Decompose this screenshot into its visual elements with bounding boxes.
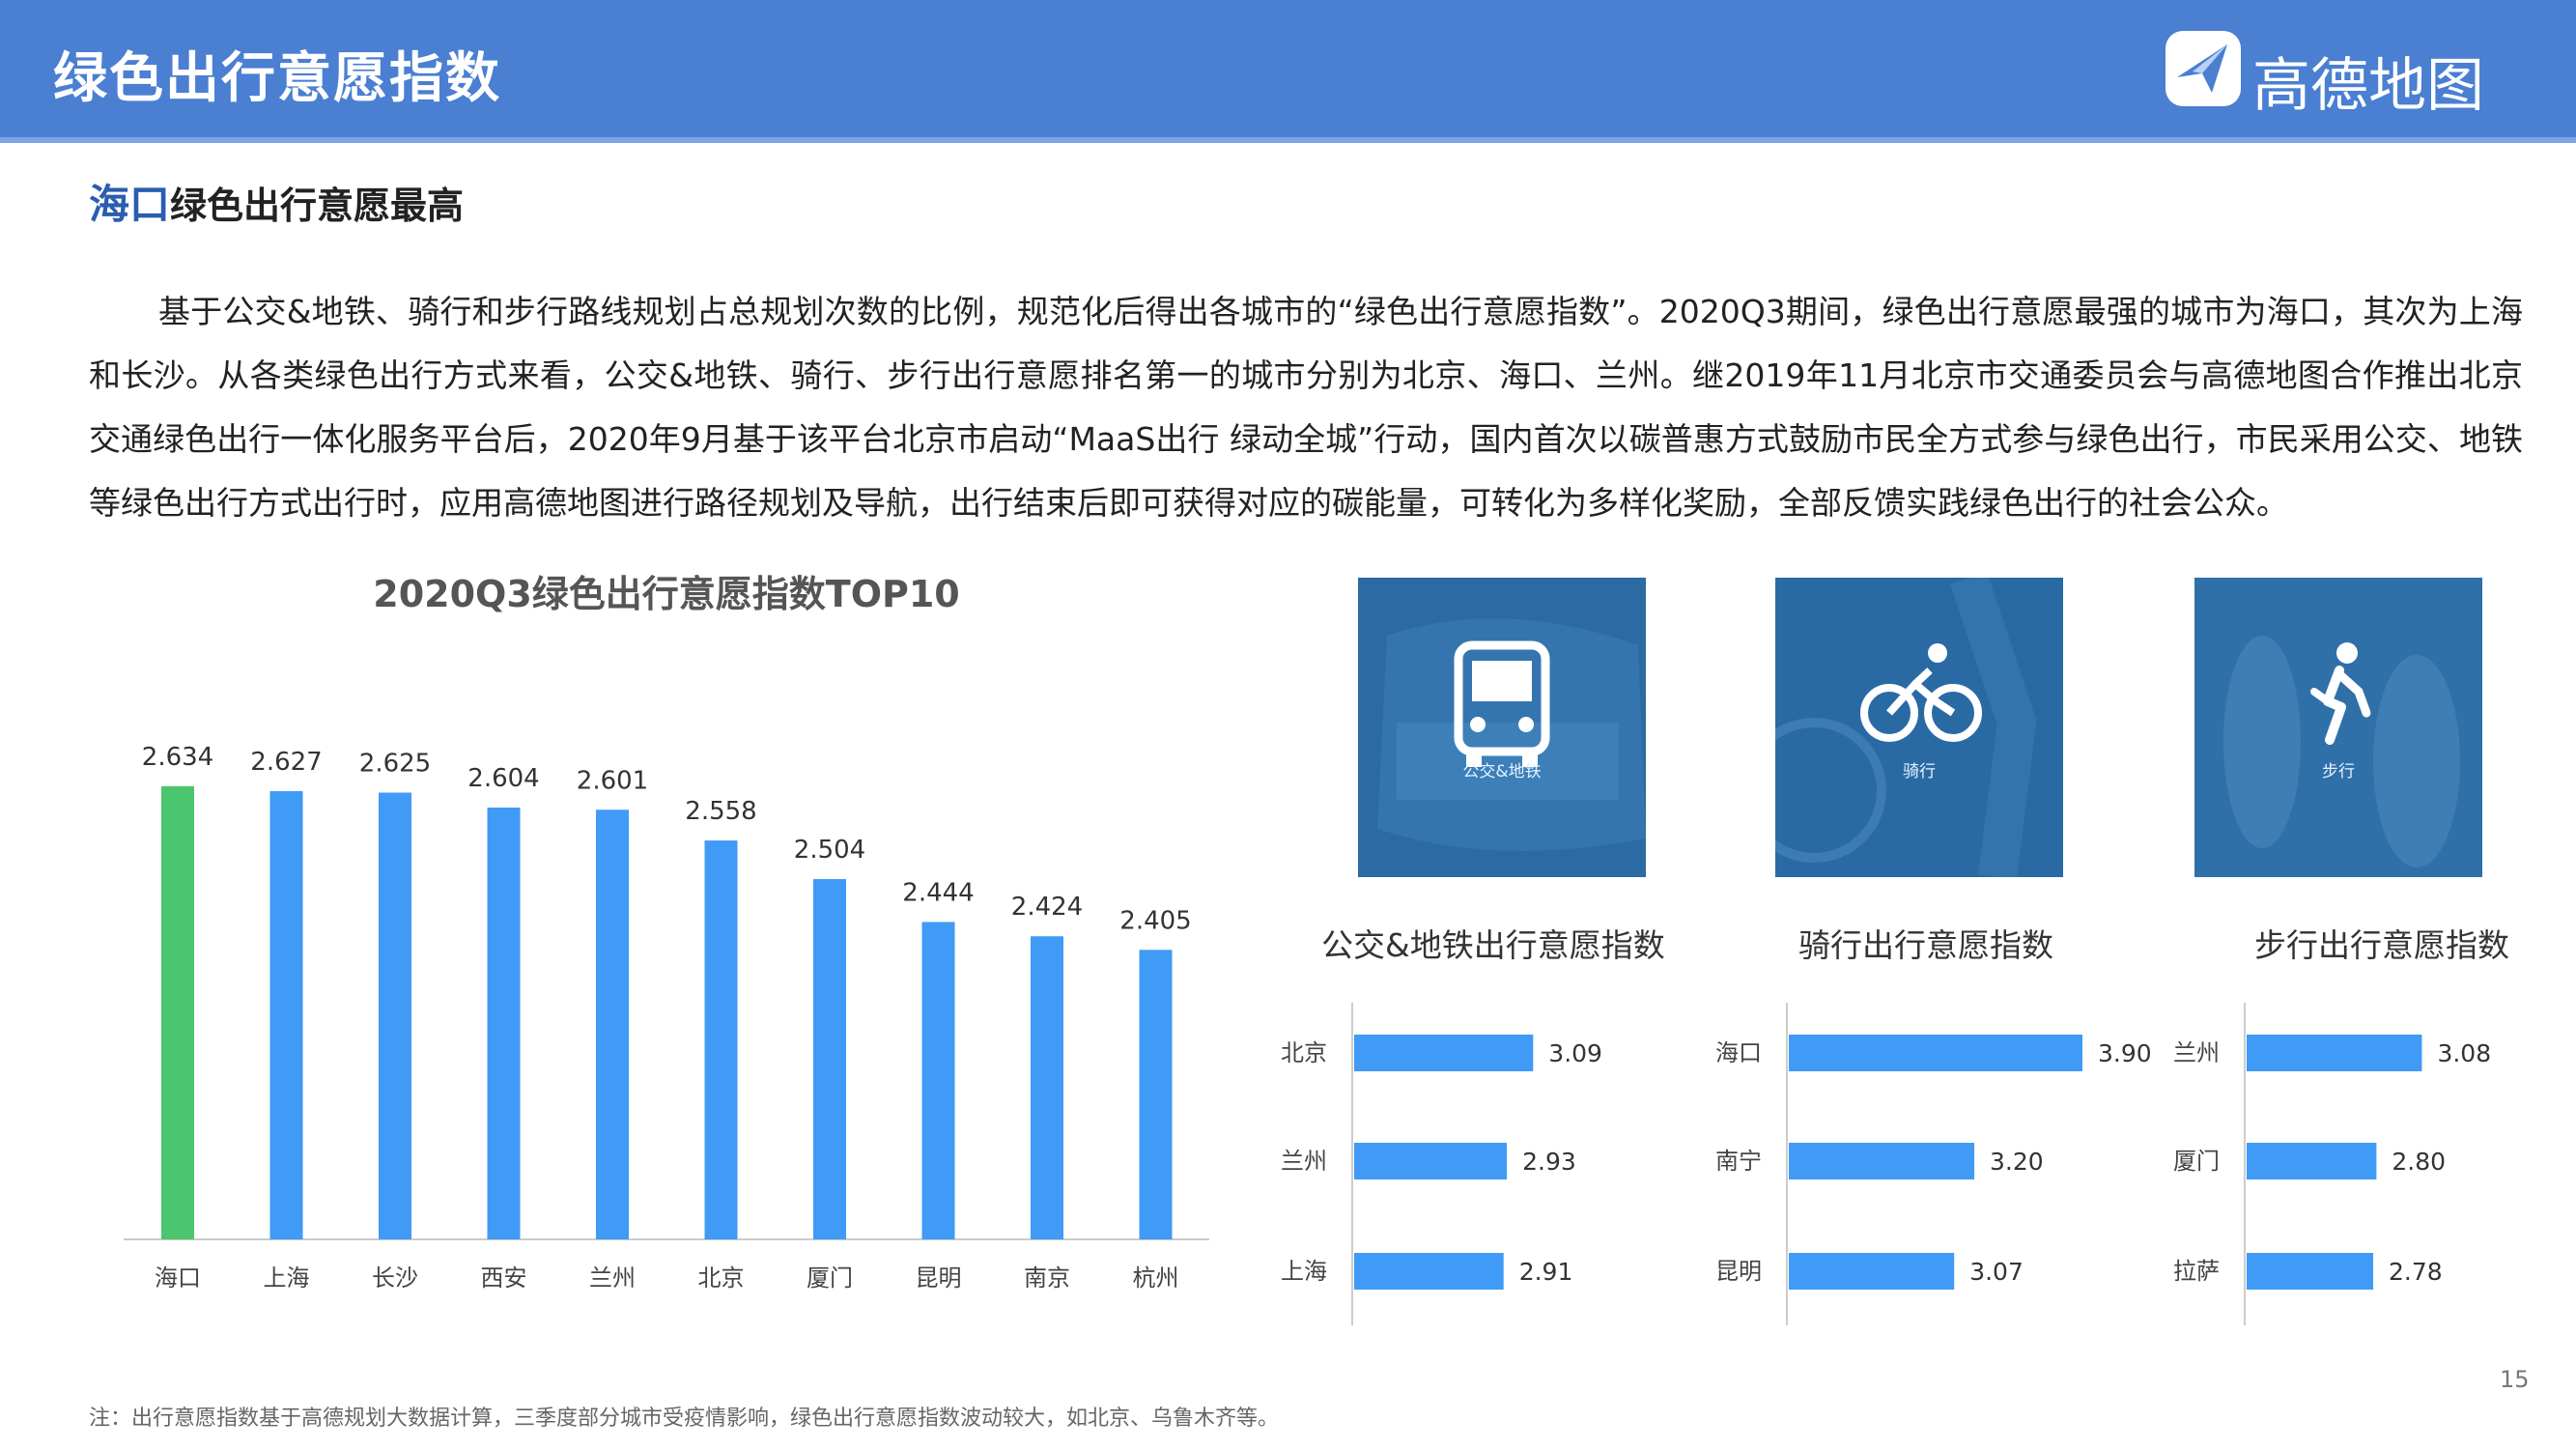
bar-value-label: 3.20 xyxy=(1990,1148,2044,1176)
bar xyxy=(921,922,955,1239)
x-tick-label: 杭州 xyxy=(1133,1264,1179,1292)
x-tick-label: 北京 xyxy=(698,1264,745,1292)
y-tick-label: 海口 xyxy=(1715,1039,1762,1066)
bus-icon xyxy=(1454,640,1550,767)
bar-value-label: 3.09 xyxy=(1548,1039,1602,1067)
body-paragraph: 基于公交&地铁、骑行和步行路线规划占总规划次数的比例，规范化后得出各城市的“绿色… xyxy=(89,293,2523,522)
subtitle-rest: 绿色出行意愿最高 xyxy=(170,185,465,227)
bar-value-label: 2.604 xyxy=(467,764,539,793)
walking-chart-title: 步行出行意愿指数 xyxy=(2254,926,2509,964)
y-tick-label: 拉萨 xyxy=(2173,1258,2220,1285)
x-tick-label: 南京 xyxy=(1024,1264,1070,1292)
bar xyxy=(379,792,411,1239)
x-tick-label: 长沙 xyxy=(372,1264,418,1292)
bar xyxy=(1789,1253,1955,1290)
amap-logo-icon xyxy=(2166,31,2241,106)
section-subtitle: 海口绿色出行意愿最高 xyxy=(89,172,464,231)
main-chart-title: 2020Q3绿色出行意愿指数TOP10 xyxy=(373,573,960,615)
bar xyxy=(487,808,521,1239)
y-tick-label: 上海 xyxy=(1281,1258,1327,1285)
header-bar: 绿色出行意愿指数 高德地图 xyxy=(0,0,2576,143)
photo-label-walking: 步行 xyxy=(2322,762,2355,781)
bar-value-label: 2.625 xyxy=(359,750,431,779)
bar-value-label: 2.601 xyxy=(577,766,648,795)
bar xyxy=(1139,950,1173,1239)
bar-value-label: 3.90 xyxy=(2098,1039,2152,1067)
bar-value-label: 3.08 xyxy=(2437,1039,2491,1067)
bar-value-label: 2.558 xyxy=(685,797,756,826)
logo-text: 高德地图 xyxy=(2252,52,2484,120)
x-tick-label: 海口 xyxy=(155,1264,201,1292)
y-tick-label: 厦门 xyxy=(2173,1148,2220,1175)
walking-photo: 步行 xyxy=(2194,578,2482,877)
bar-value-label: 2.504 xyxy=(794,836,865,865)
x-tick-label: 昆明 xyxy=(916,1264,962,1292)
y-tick-label: 兰州 xyxy=(2173,1039,2220,1066)
bar-value-label: 2.78 xyxy=(2389,1258,2443,1286)
bar-value-label: 2.80 xyxy=(2392,1148,2446,1176)
bar xyxy=(596,810,629,1239)
subtitle-highlight: 海口 xyxy=(89,181,171,228)
y-tick-label: 昆明 xyxy=(1715,1258,1762,1285)
bar-value-label: 2.93 xyxy=(1522,1148,1576,1176)
bar xyxy=(2247,1253,2374,1290)
bar xyxy=(1031,936,1063,1239)
bar xyxy=(704,840,738,1239)
x-tick-label: 厦门 xyxy=(807,1264,853,1292)
bar-value-label: 2.444 xyxy=(902,878,974,907)
x-tick-label: 西安 xyxy=(481,1264,527,1292)
x-tick-label: 上海 xyxy=(264,1264,310,1292)
photo-label-bicycle: 骑行 xyxy=(1903,762,1936,781)
bar xyxy=(269,791,303,1239)
walking-icon xyxy=(2310,642,2371,745)
cycling-photo: 骑行 xyxy=(1775,578,2063,877)
main-bar-chart: 2.634 海口 2.627 上海 2.625 长沙 2.604 西安 2.601 兰州 2.558… xyxy=(124,743,1209,1292)
bar xyxy=(1354,1253,1504,1290)
bicycle-icon xyxy=(1860,643,1982,742)
bar-value-label: 2.424 xyxy=(1011,893,1083,922)
transit-chart-title: 公交&地铁出行意愿指数 xyxy=(1321,926,1665,964)
bar xyxy=(161,785,194,1239)
bar-value-label: 3.07 xyxy=(1969,1258,2024,1286)
page-number: 15 xyxy=(2500,1366,2530,1393)
bar-value-label: 2.634 xyxy=(142,743,213,772)
photo-label-bus: 公交&地铁 xyxy=(1462,762,1542,781)
bus-photo: 公交&地铁 xyxy=(1358,578,1646,877)
bar xyxy=(2247,1035,2422,1071)
bar xyxy=(1354,1035,1534,1071)
cycling-bar-chart: 海口 3.90 南宁 3.20 昆明 3.07 xyxy=(1715,1003,2152,1325)
bar-value-label: 2.627 xyxy=(250,748,322,777)
footnote: 注：出行意愿指数基于高德规划大数据计算，三季度部分城市受疫情影响，绿色出行意愿指… xyxy=(89,1406,1280,1431)
bar xyxy=(1789,1035,2082,1071)
bar-value-label: 2.405 xyxy=(1119,906,1191,935)
bar xyxy=(2247,1143,2377,1179)
y-tick-label: 南宁 xyxy=(1715,1148,1762,1175)
bar xyxy=(813,879,846,1239)
bar xyxy=(1789,1143,1974,1179)
y-tick-label: 北京 xyxy=(1281,1039,1327,1066)
y-tick-label: 兰州 xyxy=(1281,1148,1327,1175)
walking-bar-chart: 兰州 3.08 厦门 2.80 拉萨 2.78 xyxy=(2173,1003,2491,1325)
bar xyxy=(1354,1143,1508,1179)
bar-value-label: 2.91 xyxy=(1519,1258,1573,1286)
x-tick-label: 兰州 xyxy=(589,1264,636,1292)
page-title: 绿色出行意愿指数 xyxy=(53,47,501,110)
cycling-chart-title: 骑行出行意愿指数 xyxy=(1798,926,2053,964)
transit-bar-chart: 北京 3.09 兰州 2.93 上海 2.91 xyxy=(1281,1003,1602,1325)
